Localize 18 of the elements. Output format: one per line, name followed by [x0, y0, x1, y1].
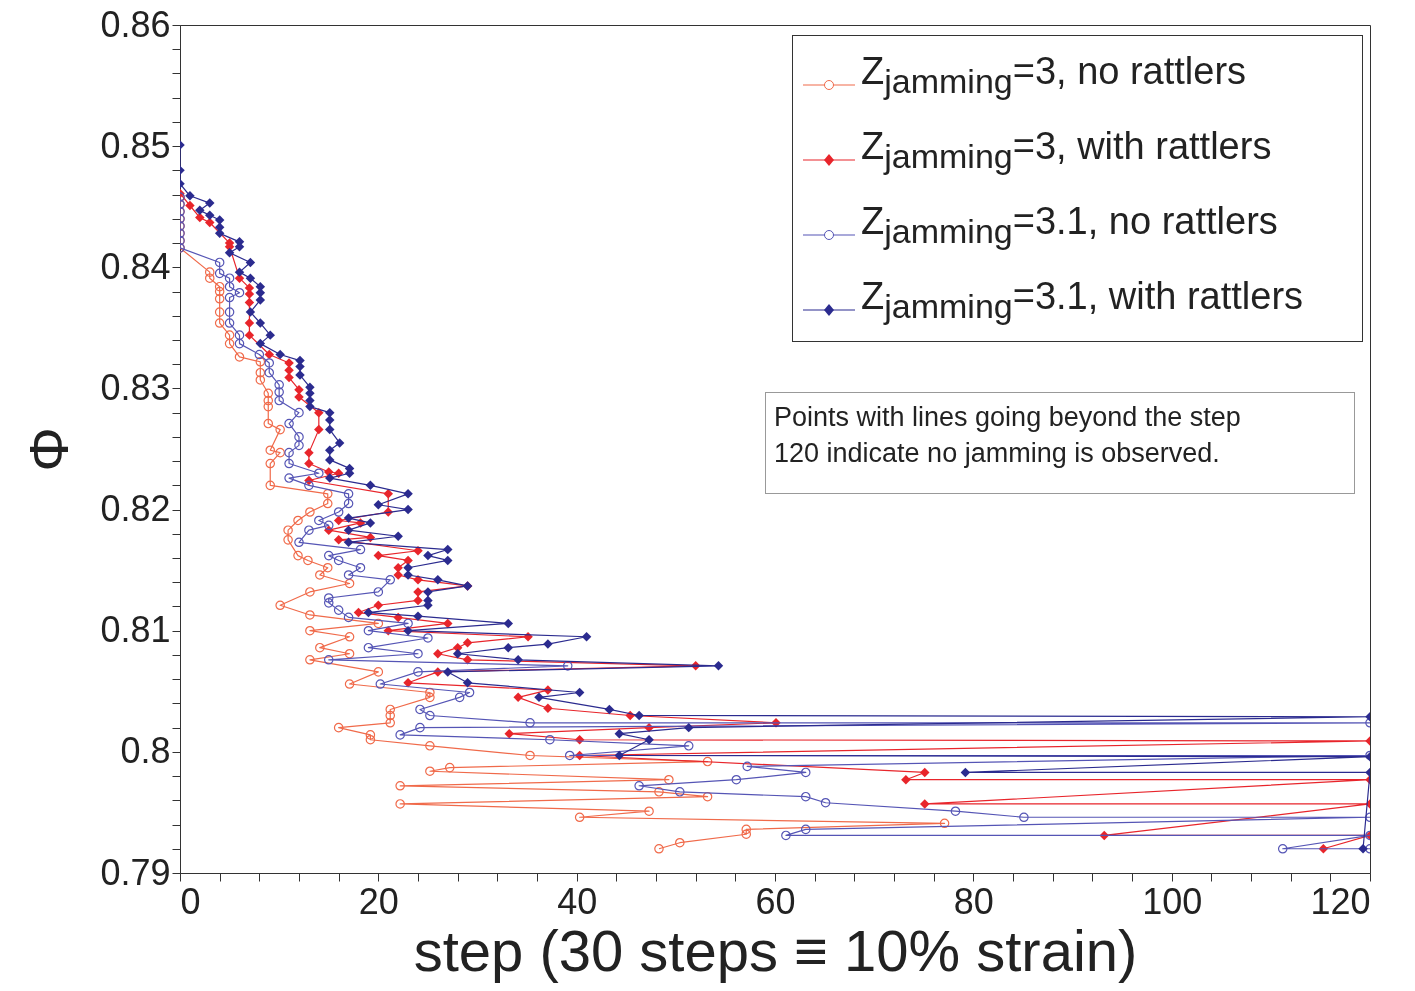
note-box: Points with lines going beyond the step 120 indicate no jamming is observed.	[765, 392, 1355, 494]
x-tick-label: 120	[1310, 880, 1371, 922]
y-tick-label: 0.81	[100, 609, 171, 651]
x-tick-label: 20	[358, 880, 399, 922]
y-tick-label: 0.8	[120, 730, 171, 772]
y-tick-label: 0.83	[100, 366, 171, 408]
y-tick-label: 0.79	[100, 851, 171, 893]
y-tick-label: 0.84	[100, 245, 171, 287]
legend-label: Z$_{jamming}$=3, no rattlers	[861, 49, 1247, 101]
y-tick-label: 0.82	[100, 488, 171, 530]
legend-label: Z$_{jamming}$=3, with rattlers	[861, 124, 1272, 176]
y-tick-label: 0.85	[100, 124, 171, 166]
y-tick-label: 0.86	[100, 3, 171, 45]
legend-label: Z$_{jamming}$=3.1, with rattlers	[861, 274, 1304, 326]
y-axis-title: Φ	[17, 427, 81, 472]
x-tick-label: 100	[1142, 880, 1203, 922]
x-tick-label: 0	[180, 880, 201, 922]
legend-label: Z$_{jamming}$=3.1, no rattlers	[861, 199, 1278, 251]
